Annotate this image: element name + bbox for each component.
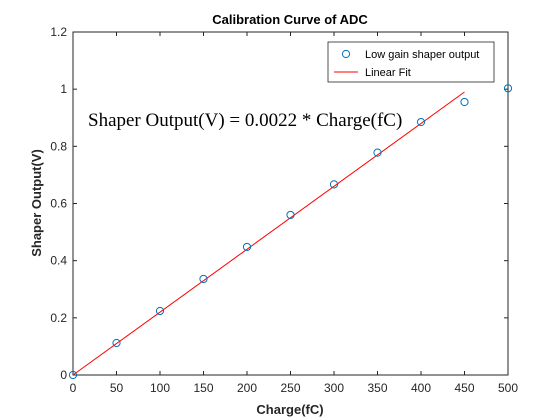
y-tick-label: 0 xyxy=(60,368,67,382)
fit-equation-annotation: Shaper Output(V) = 0.0022 * Charge(fC) xyxy=(88,110,402,131)
y-tick-label: 0.6 xyxy=(50,197,67,211)
x-tick-label: 500 xyxy=(498,381,518,395)
plot-area xyxy=(73,32,508,375)
x-tick-label: 350 xyxy=(367,381,387,395)
x-tick-label: 400 xyxy=(411,381,431,395)
y-axis-label: Shaper Output(V) xyxy=(29,149,44,257)
y-tick-label: 0.8 xyxy=(50,139,67,153)
chart-title: Calibration Curve of ADC xyxy=(212,12,368,27)
y-tick-label: 1 xyxy=(60,82,67,96)
x-tick-label: 450 xyxy=(454,381,474,395)
x-axis-label: Charge(fC) xyxy=(256,402,323,417)
x-tick-label: 100 xyxy=(150,381,170,395)
y-tick-label: 0.4 xyxy=(50,254,67,268)
x-tick-label: 300 xyxy=(324,381,344,395)
legend-box xyxy=(328,42,494,82)
legend-entry-fit: Linear Fit xyxy=(365,67,411,79)
legend-entry-scatter: Low gain shaper output xyxy=(365,49,479,61)
x-tick-label: 0 xyxy=(70,381,77,395)
legend: Low gain shaper output Linear Fit xyxy=(328,42,494,82)
x-tick-label: 200 xyxy=(237,381,257,395)
x-tick-label: 50 xyxy=(110,381,124,395)
x-tick-label: 250 xyxy=(280,381,300,395)
x-tick-label: 150 xyxy=(193,381,213,395)
y-tick-label: 1.2 xyxy=(50,25,67,39)
y-tick-label: 0.2 xyxy=(50,311,67,325)
